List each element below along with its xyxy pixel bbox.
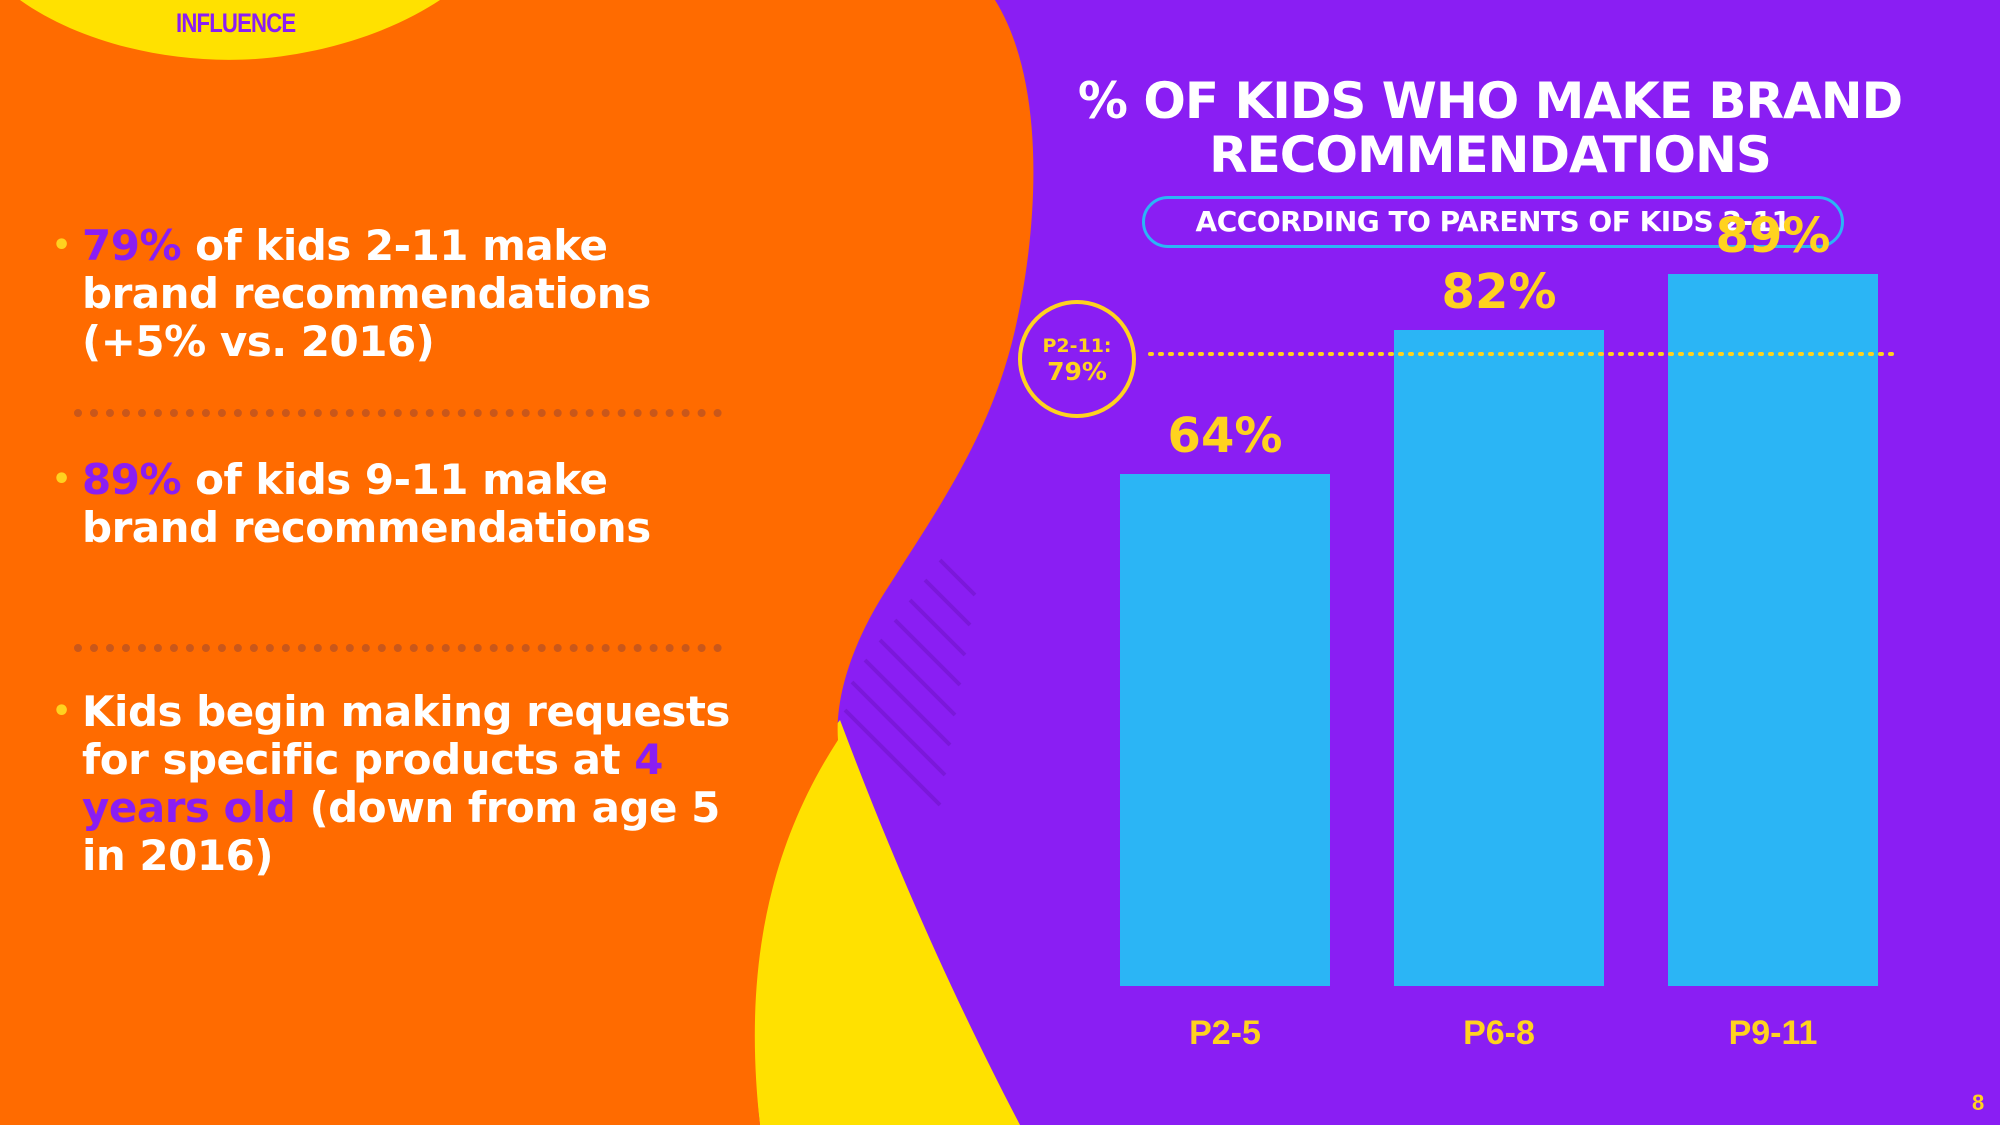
reference-badge [1018,300,1136,418]
x-tick-label: P6-8 [1463,1014,1535,1052]
reference-value: 79% [1047,357,1107,386]
chart-title: % OF KIDS WHO MAKE BRAND RECOMMENDATIONS [1077,72,1903,184]
bar-data-label: 82% [1442,264,1557,320]
bullet-text-after: of kids 9-11 make brand recommendations [82,455,651,552]
bullet-highlight: 79% [82,221,182,270]
bullet-text-after: (down from age 5 in 2016) [82,783,720,880]
bullet-dot-icon: • [52,462,71,497]
section-tag: INFLUENCE [176,8,296,38]
hatch-pattern [843,558,977,807]
x-tick-label: P2-5 [1189,1014,1261,1052]
reference-label: P2-11: [1042,335,1111,357]
bar-p6-8 [1394,330,1604,986]
bar-p9-11 [1668,274,1878,986]
bar-p2-5 [1120,474,1330,986]
bar-data-label: 64% [1168,408,1283,464]
chart-subtitle: ACCORDING TO PARENTS OF KIDS 2-11 [1142,196,1844,248]
bullet-text-before: Kids begin making requests for specific … [82,687,730,784]
yellow-top-cap [20,0,440,60]
bullet-dot-icon: • [52,228,71,263]
bullet-item: • 89% of kids 9-11 make brand recommenda… [52,456,752,552]
bar-data-label: 89% [1716,208,1831,264]
dotted-separator [74,644,722,652]
dotted-separator [74,409,722,417]
yellow-blob [752,720,1020,1125]
bullet-dot-icon: • [52,694,71,729]
page-number: 8 [1972,1090,1985,1115]
bullet-item: • 79% of kids 2-11 make brand recommenda… [52,222,752,366]
bullet-item: • Kids begin making requests for specifi… [52,688,752,880]
bullet-highlight: 4 years old [82,735,663,832]
orange-panel [0,0,1034,1125]
bullet-text-after: of kids 2-11 make brand recommendations … [82,221,651,366]
x-tick-label: P9-11 [1729,1014,1818,1052]
bullet-highlight: 89% [82,455,182,504]
